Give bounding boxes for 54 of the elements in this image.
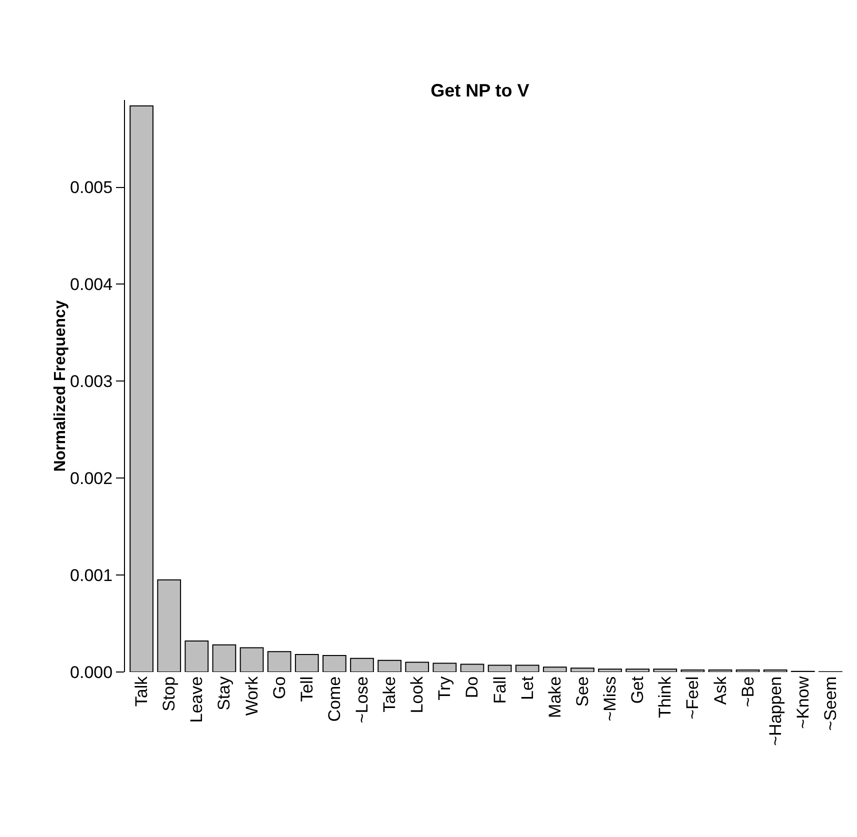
bar [130,105,154,672]
chart-title: Get NP to V [430,80,530,100]
bar [322,655,346,672]
x-tick-label: Leave [187,676,206,723]
x-tick-label: Fall [490,676,510,704]
x-tick-label: Take [380,676,400,712]
x-tick-label: Stay [214,676,234,710]
x-tick-label: Ask [710,676,730,705]
bar [184,640,209,672]
x-tick-label: Tell [297,676,316,702]
x-tick-label: Go [270,676,289,700]
bar [157,579,182,672]
x-tick-label: ~Seem [820,676,840,731]
bar [653,668,678,672]
y-tick-label: 0.005 [70,178,113,198]
y-tick-label: 0.003 [70,372,113,392]
bar [488,664,512,672]
y-axis-title: Normalized Frequency [52,300,69,472]
bar [378,660,402,672]
bar [294,654,319,672]
x-tick-label: ~Know [793,676,812,729]
x-tick-label: Think [656,676,675,718]
x-tick-label: Work [242,676,262,716]
bar [432,662,457,672]
x-tick-label: Do [462,676,482,698]
x-tick-label: Try [435,676,454,700]
x-tick-label: ~Lose [352,676,372,724]
x-tick-label: ~Happen [766,676,785,746]
bar [626,668,650,672]
y-tick-label: 0.004 [70,275,113,294]
x-tick-label: Get [628,676,648,704]
x-tick-label: See [572,676,592,707]
x-tick-label: Make [545,676,564,718]
bar [405,662,430,672]
x-tick-label: Come [324,676,344,722]
x-tick-label: Talk [132,676,152,707]
x-tick-label: Look [408,676,427,714]
y-tick-label: 0.001 [70,566,113,585]
bar [240,647,264,672]
bar [542,666,567,672]
bar [515,664,540,672]
x-tick-label: ~Miss [600,676,620,722]
bar [570,668,594,672]
bar [212,644,236,672]
bar [460,664,484,672]
bar [598,668,622,672]
x-tick-label: Stop [160,676,179,712]
x-tick-label: Let [518,676,537,700]
x-tick-label: ~Be [738,676,758,708]
y-tick-label: 0.002 [70,469,113,488]
y-tick-label: 0.000 [70,662,113,682]
x-tick-label: ~Feel [683,676,702,720]
bar [350,658,374,672]
bar [267,651,292,672]
